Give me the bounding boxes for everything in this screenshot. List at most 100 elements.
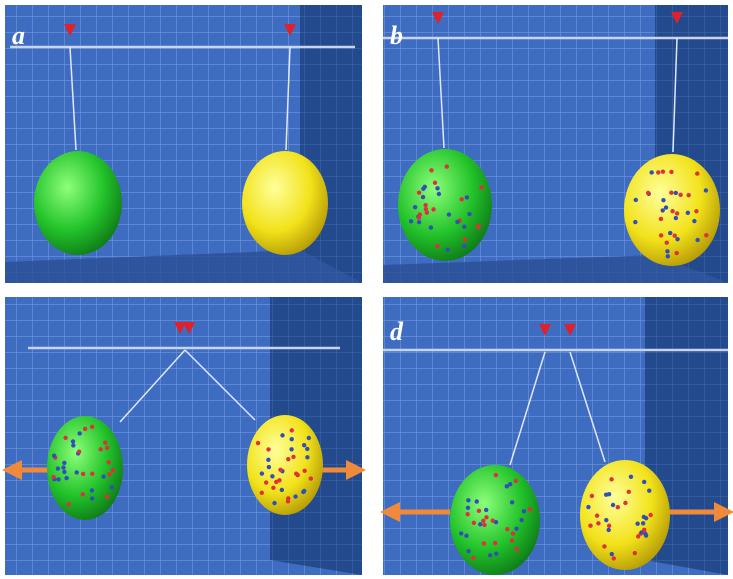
charge <box>105 446 109 450</box>
panel-label: b <box>390 21 403 50</box>
charge <box>99 447 103 451</box>
charge <box>596 521 600 525</box>
charge <box>286 457 290 461</box>
charge <box>90 488 94 492</box>
charge <box>90 425 94 429</box>
charge <box>588 524 592 528</box>
charge <box>266 458 270 462</box>
charge <box>478 522 482 526</box>
charge <box>484 508 488 512</box>
charge <box>460 197 464 201</box>
charge <box>417 220 421 224</box>
charge <box>649 170 653 174</box>
charge <box>481 519 485 523</box>
charge <box>465 195 469 199</box>
charge <box>424 207 428 211</box>
charge <box>505 527 509 531</box>
charge <box>71 443 75 447</box>
charge <box>586 505 590 509</box>
charge <box>264 480 268 484</box>
charge <box>643 532 647 536</box>
charge <box>493 541 497 545</box>
charge <box>602 544 606 548</box>
charge <box>61 465 65 469</box>
charge <box>421 195 425 199</box>
charge <box>616 505 620 509</box>
charge <box>660 208 664 212</box>
charge <box>606 528 610 532</box>
charge <box>62 461 66 465</box>
charge <box>704 188 708 192</box>
charge <box>56 466 60 470</box>
charge <box>629 475 633 479</box>
charge <box>101 474 105 478</box>
charge <box>423 185 427 189</box>
charge <box>296 473 300 477</box>
charge <box>648 513 652 517</box>
charge <box>277 478 281 482</box>
charge <box>107 460 111 464</box>
charge <box>636 534 640 538</box>
charge <box>431 207 435 211</box>
charge <box>642 515 646 519</box>
charge <box>471 556 475 560</box>
charge <box>445 164 449 168</box>
panel-label: d <box>390 317 404 346</box>
charge <box>670 209 674 213</box>
charge <box>475 499 479 503</box>
charge <box>673 234 677 238</box>
charge <box>642 480 646 484</box>
charge <box>302 443 306 447</box>
charge <box>510 500 514 504</box>
charge <box>462 225 466 229</box>
charge <box>447 212 451 216</box>
charge <box>664 205 668 209</box>
charge <box>260 491 264 495</box>
charge <box>484 515 488 519</box>
charge <box>633 220 637 224</box>
charge <box>647 488 651 492</box>
charge <box>81 472 85 476</box>
charge <box>609 477 613 481</box>
charge <box>623 501 627 505</box>
charge <box>90 496 94 500</box>
charge <box>293 494 297 498</box>
charge <box>477 509 481 513</box>
charge <box>659 217 663 221</box>
charge <box>595 514 599 518</box>
charge <box>482 541 486 545</box>
charge <box>56 477 60 481</box>
charge <box>429 225 433 229</box>
charge <box>62 470 66 474</box>
charge <box>668 231 672 235</box>
charge <box>465 512 469 516</box>
charge <box>260 471 264 475</box>
charge <box>494 552 498 556</box>
charge <box>107 472 111 476</box>
charge <box>674 216 678 220</box>
charge <box>291 455 295 459</box>
charge <box>290 437 294 441</box>
charge <box>413 205 417 209</box>
charge <box>472 521 476 525</box>
charge <box>686 211 690 215</box>
charge <box>646 191 650 195</box>
charge <box>669 170 673 174</box>
charge <box>455 220 459 224</box>
charge <box>435 244 439 248</box>
charge <box>467 212 471 216</box>
charge <box>477 225 481 229</box>
charge <box>433 181 437 185</box>
charge <box>604 518 608 522</box>
charge <box>611 503 615 507</box>
charge <box>692 219 696 223</box>
charge <box>607 524 611 528</box>
charge <box>656 170 660 174</box>
charge <box>659 233 663 237</box>
charge <box>494 520 498 524</box>
charge <box>612 556 616 560</box>
charge <box>515 547 519 551</box>
charge <box>627 490 631 494</box>
balloon <box>242 151 328 255</box>
charge <box>479 185 483 189</box>
